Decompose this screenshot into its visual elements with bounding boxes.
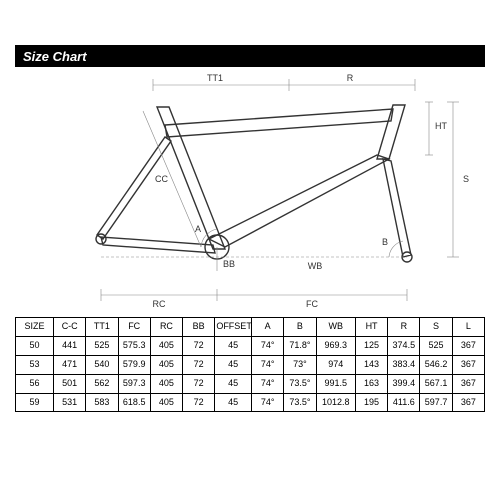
table-cell: 73.5° — [284, 393, 316, 412]
col-s: S — [420, 318, 452, 337]
table-cell: 618.5 — [118, 393, 150, 412]
table-cell: 597.3 — [118, 374, 150, 393]
table-row: 50441525575.3405724574°71.8°969.3125374.… — [16, 336, 485, 355]
label-bb: BB — [223, 259, 235, 269]
label-s: S — [463, 174, 469, 184]
table-cell: 72 — [183, 336, 215, 355]
table-cell: 374.5 — [388, 336, 420, 355]
table-cell: 367 — [452, 393, 484, 412]
table-cell: 45 — [215, 393, 252, 412]
col-rc: RC — [150, 318, 182, 337]
header-title: Size Chart — [23, 49, 87, 64]
table-cell: 562 — [86, 374, 118, 393]
table-cell: 583 — [86, 393, 118, 412]
table-row: 56501562597.3405724574°73.5°991.5163399.… — [16, 374, 485, 393]
table-cell: 367 — [452, 355, 484, 374]
col-l: L — [452, 318, 484, 337]
col-tt1: TT1 — [86, 318, 118, 337]
col-cc: C-C — [54, 318, 86, 337]
table-cell: 45 — [215, 374, 252, 393]
table-cell: 540 — [86, 355, 118, 374]
col-r: R — [388, 318, 420, 337]
table-cell: 72 — [183, 393, 215, 412]
table-cell: 405 — [150, 355, 182, 374]
table-cell: 411.6 — [388, 393, 420, 412]
label-cc: CC — [155, 174, 168, 184]
table-row: 53471540579.9405724574°73°974143383.4546… — [16, 355, 485, 374]
table-cell: 53 — [16, 355, 54, 374]
label-ht: HT — [435, 121, 447, 131]
table-cell: 525 — [420, 336, 452, 355]
table-cell: 367 — [452, 336, 484, 355]
table-cell: 73.5° — [284, 374, 316, 393]
label-tt1: TT1 — [207, 73, 223, 83]
table-cell: 74° — [252, 355, 284, 374]
table-cell: 72 — [183, 355, 215, 374]
table-cell: 441 — [54, 336, 86, 355]
col-a: A — [252, 318, 284, 337]
table-cell: 1012.8 — [316, 393, 355, 412]
table-cell: 501 — [54, 374, 86, 393]
table-cell: 546.2 — [420, 355, 452, 374]
table-cell: 45 — [215, 336, 252, 355]
frame-diagram: TT1 R S HT — [15, 67, 485, 317]
table-cell: 405 — [150, 374, 182, 393]
table-cell: 45 — [215, 355, 252, 374]
label-r: R — [347, 73, 354, 83]
table-cell: 567.1 — [420, 374, 452, 393]
table-cell: 405 — [150, 393, 182, 412]
table-cell: 531 — [54, 393, 86, 412]
table-cell: 399.4 — [388, 374, 420, 393]
label-a: A — [195, 224, 201, 234]
table-cell: 56 — [16, 374, 54, 393]
col-bb: BB — [183, 318, 215, 337]
table-cell: 471 — [54, 355, 86, 374]
table-cell: 367 — [452, 374, 484, 393]
size-chart-header: Size Chart — [15, 45, 485, 67]
table-cell: 974 — [316, 355, 355, 374]
table-row: 59531583618.5405724574°73.5°1012.8195411… — [16, 393, 485, 412]
table-cell: 597.7 — [420, 393, 452, 412]
col-wb: WB — [316, 318, 355, 337]
col-fc: FC — [118, 318, 150, 337]
col-offset: OFFSET — [215, 318, 252, 337]
label-rc: RC — [153, 299, 166, 309]
label-wb: WB — [308, 261, 323, 271]
col-size: SIZE — [16, 318, 54, 337]
table-cell: 991.5 — [316, 374, 355, 393]
col-b: B — [284, 318, 316, 337]
table-cell: 195 — [355, 393, 387, 412]
table-cell: 525 — [86, 336, 118, 355]
table-cell: 383.4 — [388, 355, 420, 374]
table-cell: 74° — [252, 336, 284, 355]
table-cell: 72 — [183, 374, 215, 393]
table-cell: 50 — [16, 336, 54, 355]
table-cell: 969.3 — [316, 336, 355, 355]
table-cell: 575.3 — [118, 336, 150, 355]
size-table: SIZE C-C TT1 FC RC BB OFFSET A B WB HT R… — [15, 317, 485, 412]
table-cell: 74° — [252, 374, 284, 393]
col-ht: HT — [355, 318, 387, 337]
table-cell: 73° — [284, 355, 316, 374]
table-cell: 405 — [150, 336, 182, 355]
table-cell: 59 — [16, 393, 54, 412]
table-cell: 125 — [355, 336, 387, 355]
label-b: B — [382, 237, 388, 247]
table-cell: 71.8° — [284, 336, 316, 355]
label-fc: FC — [306, 299, 318, 309]
table-cell: 579.9 — [118, 355, 150, 374]
table-cell: 143 — [355, 355, 387, 374]
table-cell: 163 — [355, 374, 387, 393]
table-cell: 74° — [252, 393, 284, 412]
table-header-row: SIZE C-C TT1 FC RC BB OFFSET A B WB HT R… — [16, 318, 485, 337]
